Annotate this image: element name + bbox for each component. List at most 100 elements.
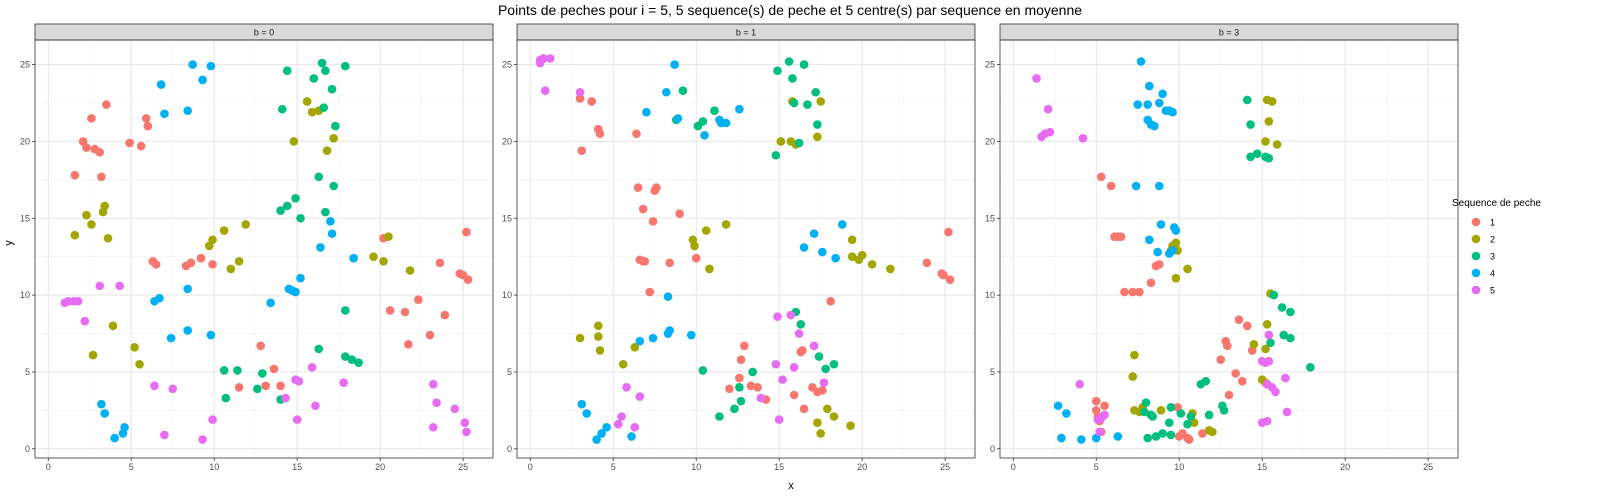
data-point — [160, 430, 169, 440]
data-point — [1219, 406, 1229, 415]
data-point — [799, 60, 809, 69]
data-point — [1155, 98, 1164, 108]
data-point — [823, 404, 832, 414]
x-tick-label: 10 — [691, 462, 701, 472]
data-point — [321, 66, 330, 76]
data-point — [369, 252, 378, 261]
data-point — [818, 386, 827, 395]
data-point — [1164, 418, 1174, 427]
data-point — [135, 359, 144, 369]
data-point — [462, 427, 471, 437]
data-point — [1262, 320, 1272, 329]
data-point — [1246, 120, 1255, 129]
data-point — [1208, 427, 1217, 437]
legend-label: 5 — [1490, 286, 1495, 296]
data-point — [428, 379, 438, 389]
data-point — [633, 183, 643, 192]
legend: Sequence de peche 1 2 3 4 5 — [1452, 198, 1541, 296]
data-point — [292, 415, 302, 424]
data-point — [1128, 287, 1138, 297]
data-point — [613, 419, 623, 429]
data-point — [219, 226, 229, 235]
x-tick-label: 0 — [46, 462, 51, 472]
data-point — [276, 381, 285, 391]
data-point — [635, 336, 645, 346]
x-tick-label: 25 — [940, 462, 950, 472]
data-point — [622, 383, 631, 392]
x-tick-label: 20 — [857, 462, 867, 472]
data-point — [746, 381, 756, 391]
data-point — [1131, 181, 1141, 191]
data-point — [463, 275, 473, 285]
data-point — [1266, 338, 1275, 348]
legend-title: Sequence de peche — [1452, 198, 1541, 209]
data-point — [1045, 127, 1055, 137]
data-point — [803, 100, 812, 109]
data-point — [234, 256, 244, 266]
data-point — [829, 359, 839, 369]
data-point — [221, 393, 231, 403]
data-point — [349, 253, 358, 263]
data-point — [125, 138, 134, 148]
data-point — [1116, 232, 1126, 242]
data-point — [847, 235, 857, 245]
data-point — [701, 226, 711, 235]
x-tick-label: 10 — [1174, 462, 1184, 472]
data-point — [321, 207, 330, 217]
data-point — [183, 326, 192, 335]
data-point — [82, 143, 91, 152]
data-point — [776, 137, 786, 146]
data-point — [595, 346, 605, 355]
data-point — [945, 275, 955, 285]
legend-label: 3 — [1490, 252, 1495, 262]
data-point — [1141, 398, 1151, 407]
data-point — [1032, 74, 1041, 83]
data-point — [314, 172, 324, 182]
data-point — [1198, 429, 1207, 438]
data-point — [635, 392, 645, 401]
data-point — [400, 307, 410, 317]
data-point — [592, 435, 601, 444]
data-point — [1267, 97, 1277, 106]
y-tick-label: 0 — [990, 444, 995, 454]
data-point — [183, 106, 192, 115]
y-tick-label: 15 — [502, 213, 512, 223]
data-point — [156, 80, 166, 89]
data-point — [1281, 373, 1290, 383]
data-point — [575, 94, 585, 103]
y-tick-label: 25 — [502, 60, 512, 70]
data-point — [1223, 341, 1232, 351]
y-tick-label: 10 — [985, 290, 995, 300]
panel-border — [999, 39, 1459, 459]
data-point — [1166, 402, 1176, 412]
data-point — [100, 409, 109, 418]
data-point — [326, 217, 335, 226]
data-point — [773, 312, 782, 321]
data-point — [261, 381, 270, 391]
data-point — [1184, 435, 1194, 444]
y-tick-label: 5 — [25, 367, 30, 377]
data-point — [1176, 409, 1186, 418]
data-point — [1168, 246, 1177, 255]
data-point — [1242, 95, 1252, 105]
data-point — [771, 150, 781, 160]
data-point — [291, 287, 300, 297]
data-point — [794, 138, 804, 148]
data-point — [281, 393, 290, 403]
data-point — [347, 355, 357, 364]
data-point — [188, 60, 197, 69]
data-point — [253, 384, 262, 394]
data-point — [198, 435, 207, 444]
data-point — [1140, 407, 1149, 417]
data-point — [296, 213, 305, 223]
data-point — [1148, 412, 1157, 421]
data-point — [1183, 264, 1192, 274]
data-point — [698, 366, 708, 375]
data-point — [1096, 172, 1106, 182]
data-point — [316, 243, 325, 252]
data-point — [811, 87, 820, 97]
data-point — [1150, 121, 1159, 131]
data-point — [816, 97, 825, 106]
data-point — [602, 422, 611, 432]
x-tick-label: 25 — [458, 462, 468, 472]
